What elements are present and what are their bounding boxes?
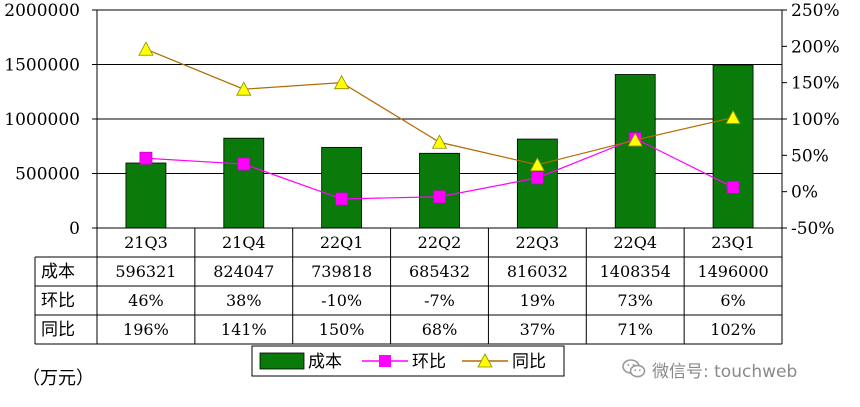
bar	[712, 64, 754, 229]
data-label: 596321	[115, 262, 176, 281]
wechat-icon	[622, 359, 646, 378]
y2-tick-label: 150%	[791, 74, 840, 94]
table-row-label: 同比	[41, 320, 75, 340]
point-marker	[138, 41, 154, 56]
x-tick-label: 23Q1	[711, 233, 755, 252]
y-tick-label: 2000000	[4, 1, 80, 21]
point-marker	[725, 109, 741, 124]
x-tick-label: 21Q4	[222, 233, 266, 252]
data-label: 71%	[617, 320, 653, 339]
bar	[223, 137, 265, 229]
x-tick-label: 22Q2	[418, 233, 462, 252]
point-marker	[335, 192, 349, 206]
x-tick-label: 22Q3	[516, 233, 560, 252]
legend-label: 环比	[412, 352, 446, 372]
data-label: 6%	[720, 291, 745, 310]
x-tick-label: 21Q3	[124, 233, 168, 252]
data-label: 68%	[422, 320, 458, 339]
data-label: 739818	[311, 262, 372, 281]
point-marker	[431, 134, 448, 149]
bar	[321, 146, 363, 229]
y2-tick-label: 200%	[791, 37, 840, 57]
point-marker	[433, 190, 446, 204]
watermark: 微信号: touchweb	[622, 357, 798, 382]
legend-swatch-bar	[259, 352, 305, 370]
y-tick-label: 0	[69, 219, 80, 239]
x-tick-label: 22Q1	[320, 233, 364, 252]
watermark-text: 微信号: touchweb	[652, 361, 798, 382]
data-label: 141%	[221, 320, 267, 339]
legend-label: 同比	[512, 352, 546, 372]
table-row-label: 环比	[41, 291, 75, 311]
legend-marker	[477, 353, 493, 368]
data-label: 73%	[617, 291, 653, 310]
y2-tick-label: 100%	[791, 110, 840, 130]
y2-tick-label: 50%	[791, 146, 829, 166]
point-marker	[627, 132, 643, 147]
data-label: 37%	[520, 320, 556, 339]
point-marker	[529, 156, 546, 172]
data-label: 150%	[319, 320, 365, 339]
point-marker	[237, 157, 251, 171]
data-label: -7%	[424, 291, 455, 310]
bar	[125, 162, 167, 229]
data-label: 38%	[226, 291, 262, 310]
point-marker	[333, 74, 350, 90]
y2-tick-label: 0%	[791, 183, 818, 203]
data-label: 196%	[123, 320, 169, 339]
data-label: 685432	[409, 262, 470, 281]
data-label: 816032	[507, 262, 568, 281]
legend-label: 成本	[308, 352, 342, 372]
data-label: 19%	[520, 291, 556, 310]
bar	[614, 74, 656, 229]
point-marker	[236, 81, 252, 96]
point-marker	[139, 151, 153, 165]
data-label: 46%	[128, 291, 164, 310]
table-row-label: 成本	[41, 262, 75, 282]
y2-tick-label: 250%	[791, 1, 840, 21]
point-marker	[726, 180, 740, 194]
y2-tick-label: -50%	[791, 219, 835, 239]
y-tick-label: 1500000	[4, 56, 80, 76]
unit-label: （万元）	[22, 368, 94, 389]
data-label: 824047	[213, 262, 274, 281]
data-label: 1496000	[697, 262, 768, 281]
data-label: 1408354	[600, 262, 671, 281]
y-tick-label: 1000000	[4, 110, 80, 130]
data-label: -10%	[321, 291, 362, 310]
legend-marker	[379, 355, 391, 367]
y-tick-label: 500000	[15, 165, 80, 185]
x-tick-label: 22Q4	[613, 233, 657, 252]
point-marker	[530, 171, 544, 185]
data-label: 102%	[710, 320, 756, 339]
